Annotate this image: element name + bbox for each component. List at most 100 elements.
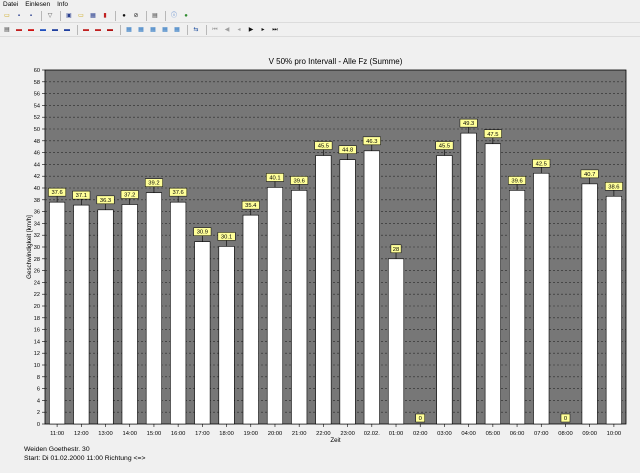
- copy-icon[interactable]: ▣: [66, 13, 72, 19]
- prev-icon[interactable]: ◂: [237, 27, 241, 33]
- data-label: 37.6: [172, 190, 183, 196]
- vehicle-class-2-icon[interactable]: ▬: [95, 27, 101, 33]
- data-label-box: [580, 169, 599, 179]
- bar: [218, 246, 235, 425]
- data-label: 0: [564, 416, 567, 422]
- vehicle-class-3-icon[interactable]: ▬: [107, 27, 113, 33]
- y-tick-label: 4: [37, 398, 40, 404]
- car-icon[interactable]: ▬: [16, 27, 22, 33]
- chart-type-5-icon[interactable]: ▦: [174, 27, 180, 33]
- chart-type-3-icon[interactable]: ▦: [150, 27, 156, 33]
- menu-info[interactable]: Info: [57, 1, 68, 8]
- next-fast-icon[interactable]: ▸: [261, 27, 265, 33]
- bar: [509, 190, 526, 425]
- bar: [363, 150, 380, 425]
- record-icon[interactable]: ●: [122, 13, 126, 19]
- x-tick-label: 06:00: [510, 431, 525, 437]
- x-tick-label: 20:00: [268, 431, 283, 437]
- bar: [339, 159, 356, 425]
- vehicle-class-1-icon[interactable]: ▬: [83, 27, 89, 33]
- x-tick-label: 01:00: [389, 431, 404, 437]
- next-icon[interactable]: ▶: [248, 27, 254, 33]
- data-label-box: [193, 227, 212, 236]
- truck-icon[interactable]: ▬: [52, 27, 58, 33]
- x-tick-label: 15:00: [147, 431, 162, 437]
- bar: [484, 143, 501, 425]
- y-tick-label: 16: [34, 328, 40, 334]
- menu-datei[interactable]: Datei: [3, 1, 19, 8]
- y-tick-label: 48: [34, 139, 40, 145]
- x-tick-label: 23:00: [340, 431, 355, 437]
- data-label-box: [390, 244, 402, 254]
- bar: [387, 258, 405, 425]
- print-icon[interactable]: ▤: [152, 13, 158, 19]
- y-tick-label: 10: [34, 363, 40, 369]
- stop-icon[interactable]: ⊘: [133, 13, 139, 19]
- main-toolbar: ▭ ▪ ▪ ▽ ▣ ▭ ▦ ▮ ● ⊘ ▤ ⓘ ●: [0, 10, 640, 23]
- data-label-box: [241, 200, 260, 210]
- toolbar-separator: [206, 25, 207, 35]
- secondary-toolbar: ▤ ▬ ▬ ▬ ▬ ▬ ▬ ▬ ▬ ▦ ▦ ▦ ▦ ▦ ⇆ ⏮ ◀ ◂ ▶ ▸ ⏭: [0, 24, 640, 37]
- open-folder-icon[interactable]: ▭: [78, 13, 84, 19]
- data-label-box: [169, 187, 188, 197]
- data-label: 36.3: [100, 198, 111, 204]
- footer-start: Start: Di 01.02.2000 11:00 Richtung <=>: [24, 455, 145, 462]
- chart-type-1-icon[interactable]: ▦: [126, 27, 132, 33]
- y-tick-label: 6: [37, 387, 40, 393]
- footer-location: Weiden Goethestr. 30: [24, 446, 90, 453]
- bar: [49, 201, 66, 425]
- car-blue-icon[interactable]: ▬: [40, 27, 46, 33]
- data-label-box: [266, 173, 284, 182]
- data-label: 45.5: [318, 144, 329, 150]
- first-icon[interactable]: ⏮: [212, 27, 218, 33]
- chart-type-4-icon[interactable]: ▦: [162, 27, 168, 33]
- save-as-icon[interactable]: ▪: [29, 13, 33, 19]
- car-red-icon[interactable]: ▬: [28, 27, 34, 33]
- x-tick-label: 11:00: [50, 431, 64, 437]
- list-icon[interactable]: ▤: [4, 27, 10, 33]
- x-tick-label: 02.02.: [364, 431, 381, 437]
- bus-icon[interactable]: ▬: [64, 27, 70, 33]
- y-tick-label: 58: [34, 80, 40, 86]
- data-label-box: [217, 232, 236, 241]
- globe-icon[interactable]: ●: [184, 13, 188, 19]
- y-tick-label: 12: [34, 351, 40, 357]
- toolbar-separator: [187, 25, 188, 35]
- x-tick-label: 07:00: [534, 431, 549, 437]
- x-tick-label: 10:00: [607, 431, 622, 437]
- table-icon[interactable]: ▦: [90, 13, 96, 19]
- x-tick-label: 05:00: [486, 431, 501, 437]
- bar: [170, 201, 187, 425]
- menu-bar: Datei Einlesen Info: [0, 0, 640, 9]
- data-label-box: [72, 190, 91, 200]
- save-icon[interactable]: ▪: [17, 13, 21, 19]
- y-tick-label: 2: [37, 410, 40, 416]
- bar: [145, 192, 162, 425]
- data-label-box: [338, 145, 357, 154]
- data-label: 30.1: [221, 234, 232, 240]
- data-label-box: [96, 195, 115, 205]
- direction-value: <=>: [133, 455, 146, 462]
- data-label: 47.5: [487, 132, 498, 138]
- chart-type-2-icon[interactable]: ▦: [138, 27, 144, 33]
- menu-einlesen[interactable]: Einlesen: [25, 1, 51, 8]
- data-label-box: [362, 136, 381, 146]
- bar: [436, 155, 453, 425]
- toolbar-separator: [146, 11, 147, 21]
- data-label: 37.1: [76, 193, 87, 199]
- info-icon[interactable]: ⓘ: [170, 13, 177, 19]
- folder-open-icon[interactable]: ▭: [4, 13, 10, 19]
- x-tick-label: 19:00: [244, 431, 259, 437]
- bar: [194, 241, 211, 425]
- last-icon[interactable]: ⏭: [272, 27, 278, 33]
- swap-icon[interactable]: ⇆: [193, 27, 199, 33]
- filter-icon[interactable]: ▽: [47, 13, 53, 19]
- y-tick-label: 26: [34, 269, 40, 275]
- data-label: 40.7: [584, 172, 595, 178]
- prev-fast-icon[interactable]: ◀: [224, 27, 230, 33]
- chart-icon[interactable]: ▮: [103, 13, 107, 19]
- y-tick-label: 40: [34, 186, 40, 192]
- x-tick-label: 17:00: [195, 431, 210, 437]
- toolbar-separator: [115, 11, 116, 21]
- x-tick-label: 04:00: [461, 431, 476, 437]
